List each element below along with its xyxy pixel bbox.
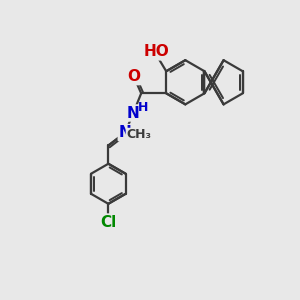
Text: O: O — [127, 69, 140, 84]
Text: N: N — [119, 125, 131, 140]
Text: N: N — [127, 106, 140, 121]
Text: H: H — [137, 101, 148, 114]
Text: Cl: Cl — [100, 214, 116, 230]
Text: CH₃: CH₃ — [126, 128, 151, 141]
Text: HO: HO — [143, 44, 169, 59]
